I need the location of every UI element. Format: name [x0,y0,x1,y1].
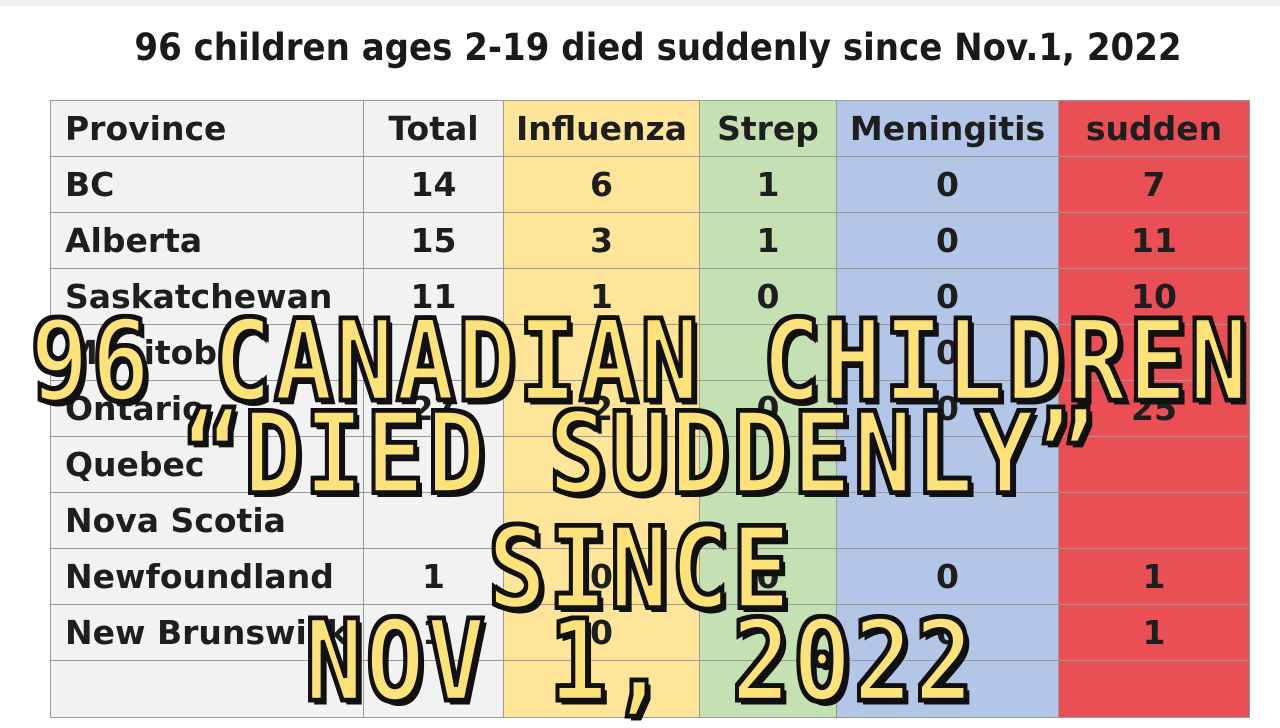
table-row: Nova Scotia [50,492,1250,549]
cell-influenza [503,660,700,718]
cell-sudden: 25 [1058,380,1250,437]
cell-influenza: 1 [503,268,700,325]
cell-total [363,436,504,493]
cell-total [363,660,504,718]
header-sudden: sudden [1058,100,1250,157]
cell-meningitis: 0 [836,324,1059,381]
cell-sudden: 1 [1058,548,1250,605]
cell-province: Quebec [50,436,364,493]
cell-strep: 1 [699,156,837,213]
cell-province [50,660,364,718]
cell-province: Nova Scotia [50,492,364,549]
top-strip [0,0,1280,6]
cell-strep: 0 [699,268,837,325]
header-strep: Strep [699,100,837,157]
table-row: Quebec [50,436,1250,493]
cell-influenza [503,492,700,549]
cell-meningitis [836,660,1059,718]
cell-strep: 0 [699,380,837,437]
cell-sudden: 7 [1058,156,1250,213]
headline-overlay: 96 CANADIAN CHILDREN “DIED SUDDENLY” SIN… [0,302,1280,722]
cell-total: 1 [363,548,504,605]
cell-meningitis: 0 [836,268,1059,325]
cell-meningitis: 0 [836,156,1059,213]
table-row-empty [50,660,1250,718]
cell-sudden [1058,660,1250,718]
table-row: Alberta 15 3 1 0 11 [50,212,1250,269]
headline-line-1: 96 CANADIAN CHILDREN [28,296,1251,428]
table-row: New Brunswick 1 0 0 1 [50,604,1250,661]
cell-strep: 1 [699,212,837,269]
cell-influenza [503,436,700,493]
chart-title: 96 children ages 2-19 died suddenly sinc… [134,26,1182,69]
cell-strep [699,660,837,718]
header-influenza: Influenza [503,100,700,157]
headline-line-2: “DIED SUDDENLY” SINCE [180,388,1098,636]
cell-influenza: 3 [503,212,700,269]
cell-province: Saskatchewan [50,268,364,325]
header-province: Province [50,100,364,157]
cell-influenza: 0 [503,604,700,661]
table-header-row: Province Total Influenza Strep Meningitis sud… [50,100,1250,157]
cell-influenza: 2 [503,380,700,437]
cell-province: Alberta [50,212,364,269]
cell-total: 1 [363,604,504,661]
cell-strep [699,436,837,493]
cell-total: 11 [363,268,504,325]
cell-province: Ontario [50,380,364,437]
cell-sudden [1058,436,1250,493]
cell-strep [699,324,837,381]
cell-total: 15 [363,212,504,269]
cell-province: BC [50,156,364,213]
cell-meningitis: 0 [836,548,1059,605]
cell-influenza: 0 [503,548,700,605]
cell-province: Manitoba [50,324,364,381]
cell-province: New Brunswick [50,604,364,661]
table-row: Newfoundland 1 0 0 0 1 [50,548,1250,605]
cell-meningitis [836,492,1059,549]
cell-total [363,324,504,381]
headline-line-3: NOV 1, 2022 [302,596,976,728]
cell-sudden [1058,492,1250,549]
cell-meningitis: 0 [836,380,1059,437]
cell-total: 14 [363,156,504,213]
cell-total [363,492,504,549]
cell-sudden: 10 [1058,268,1250,325]
header-meningitis: Meningitis [836,100,1059,157]
cell-meningitis [836,436,1059,493]
table-row: Ontario 27 2 0 0 25 [50,380,1250,437]
cell-meningitis: 0 [836,604,1059,661]
cell-influenza: 6 [503,156,700,213]
cell-total: 27 [363,380,504,437]
cell-meningitis: 0 [836,212,1059,269]
cell-strep: 0 [699,548,837,605]
deaths-table: Province Total Influenza Strep Meningitis sud… [50,100,1250,718]
table-row: BC 14 6 1 0 7 [50,156,1250,213]
table-row: Saskatchewan 11 1 0 0 10 [50,268,1250,325]
cell-sudden: 1 [1058,604,1250,661]
header-total: Total [363,100,504,157]
cell-sudden: 11 [1058,212,1250,269]
